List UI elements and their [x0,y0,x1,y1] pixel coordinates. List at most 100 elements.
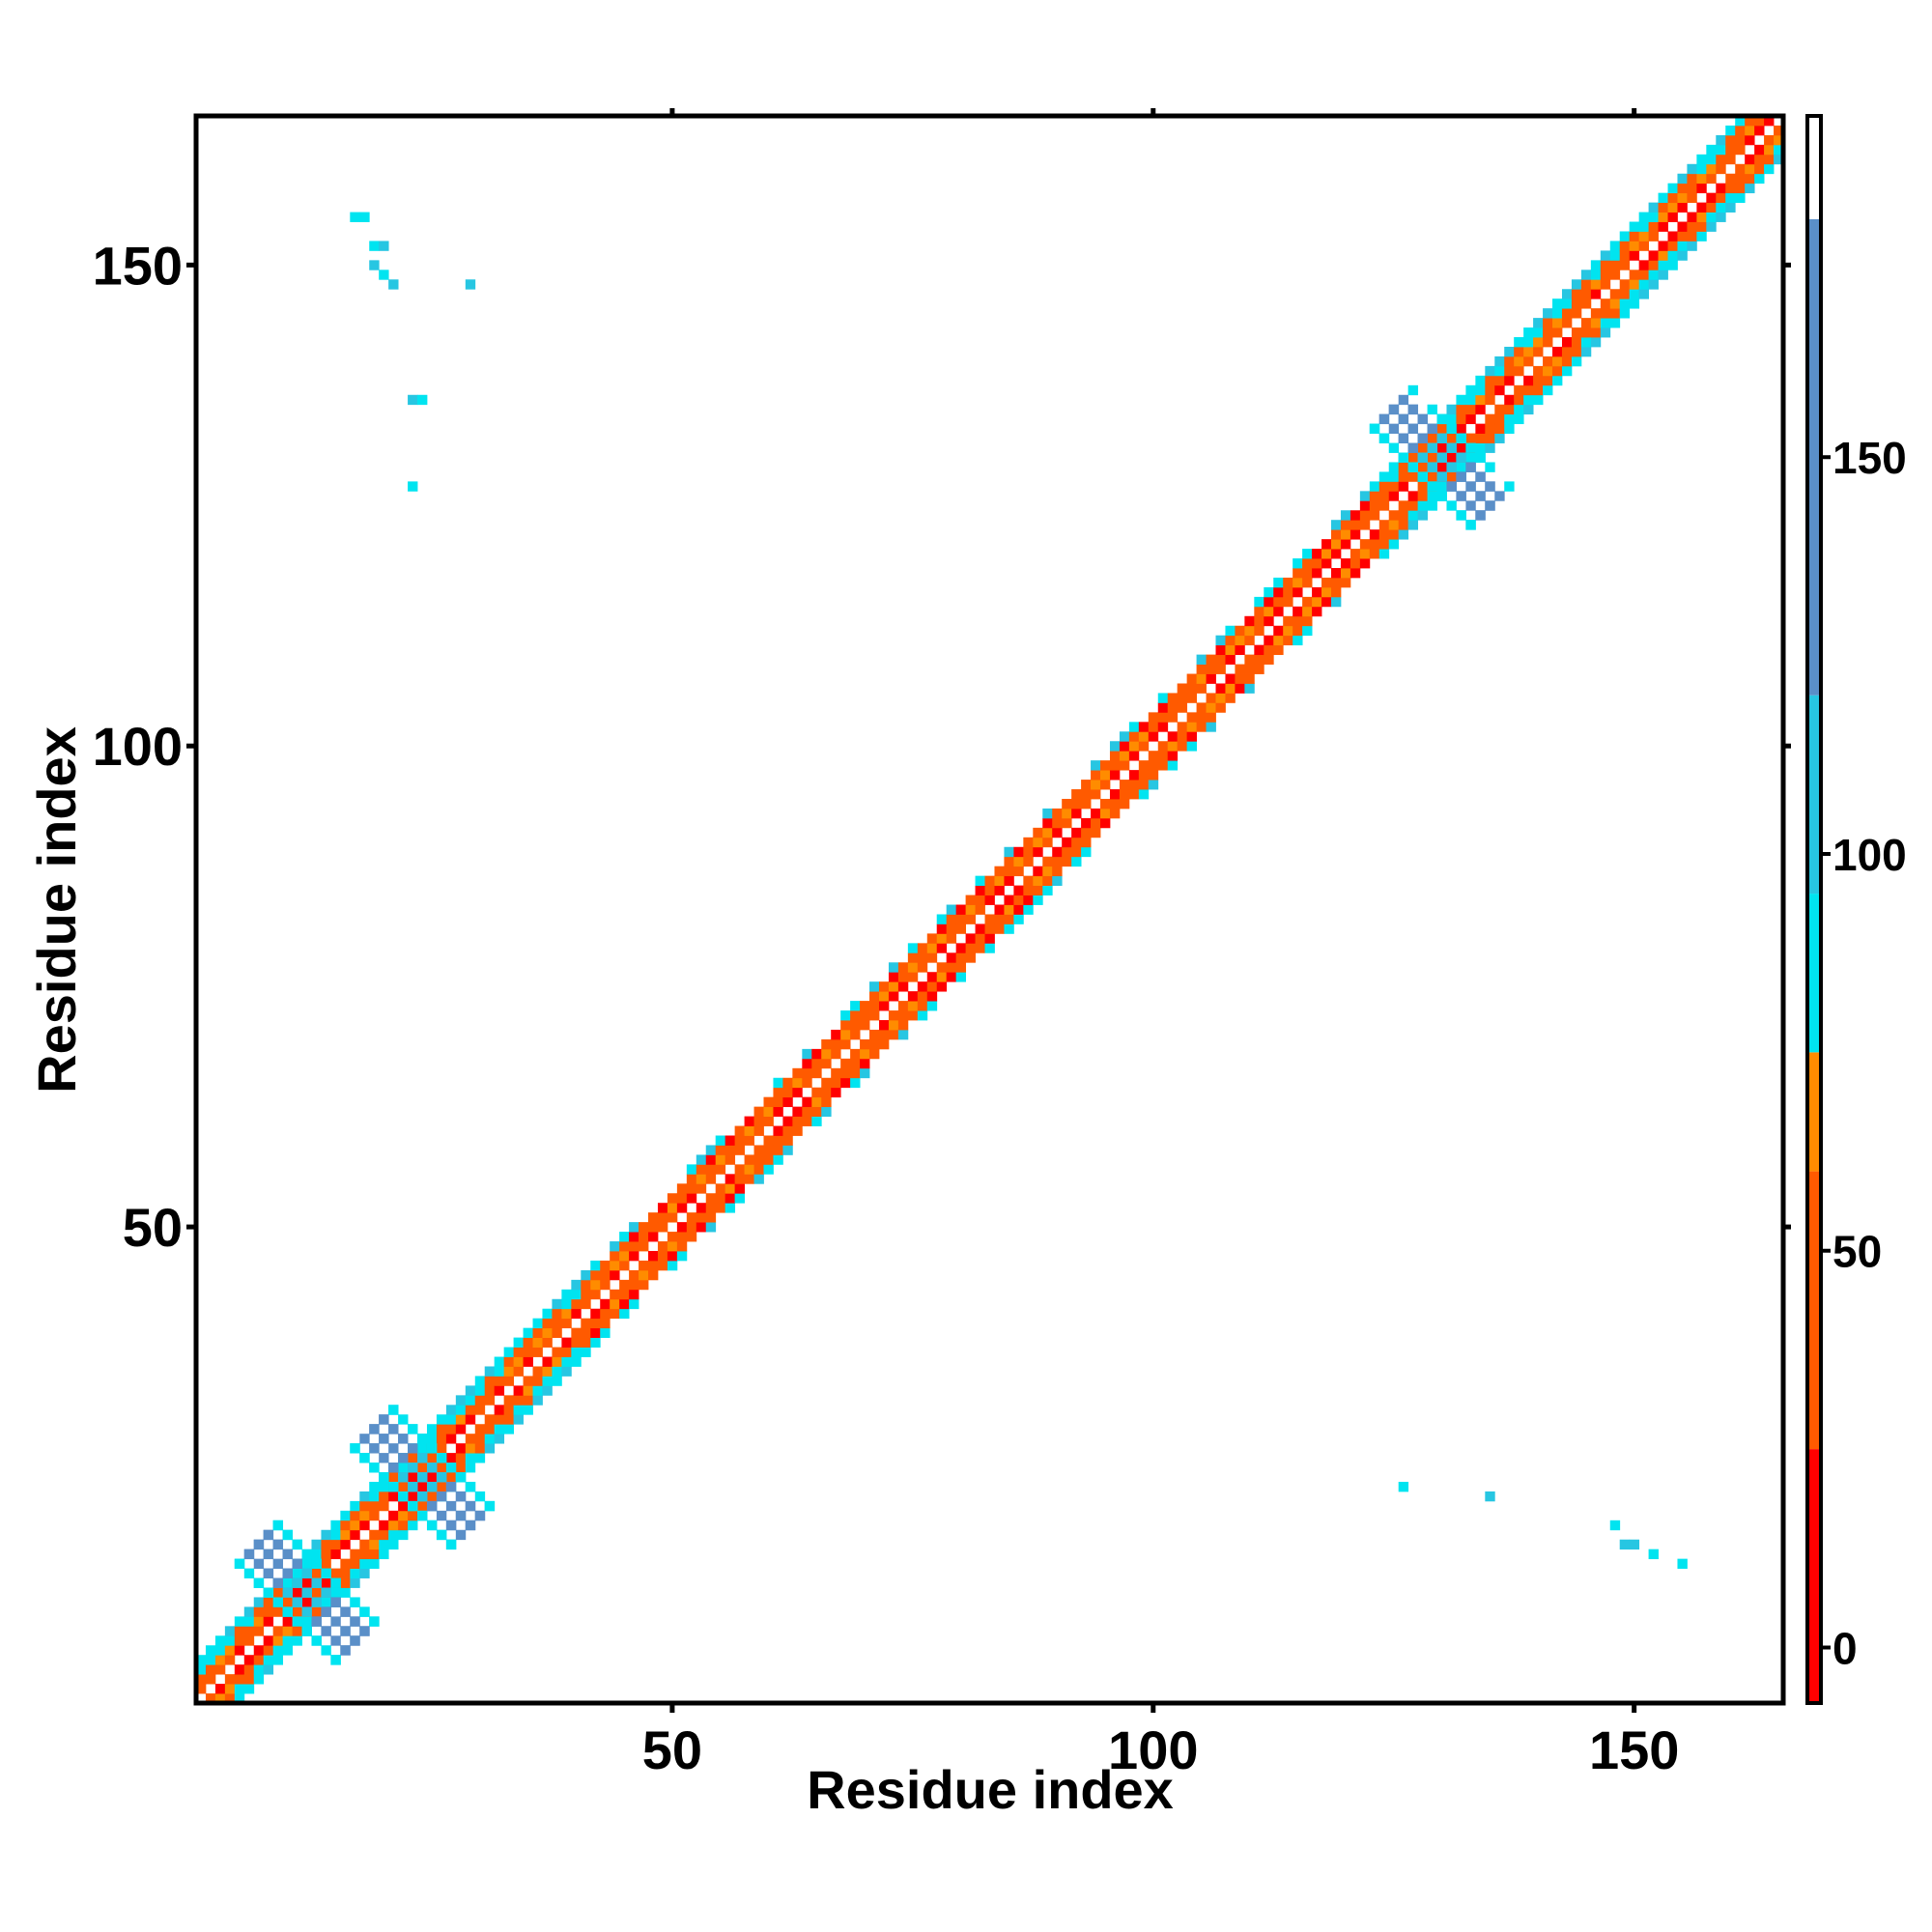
heatmap-cell-922 [1417,462,1428,472]
heatmap-cell-355 [629,1222,639,1233]
heatmap-cell-143 [379,1539,389,1550]
heatmap-cell-305 [571,1327,582,1339]
heatmap-cell-383 [676,1232,688,1242]
heatmap-cell-830 [1293,558,1303,569]
heatmap-cell-443 [753,1106,764,1117]
heatmap-cell-487 [821,1096,832,1108]
heatmap-cell-537 [888,991,899,1002]
heatmap-cell-1137 [1677,221,1688,232]
heatmap-cell-1210 [1774,134,1784,146]
heatmap-cell-1502 [388,279,399,290]
heatmap-cell-837 [1302,558,1313,569]
heatmap-cell-353 [629,1241,639,1252]
heatmap-cell-1500 [369,260,380,270]
heatmap-cell-330 [600,1279,611,1291]
heatmap-cell-1510 [1619,1539,1631,1550]
heatmap-cell-193 [436,1463,447,1473]
heatmap-cell-565 [926,972,938,982]
heatmap-cell-714 [1138,789,1150,800]
heatmap-cell-996 [1504,355,1515,367]
heatmap-cell-37 [243,1606,255,1617]
heatmap-cell-1121 [1658,241,1668,251]
heatmap-cell-1180 [1725,134,1736,146]
heatmap-cell-1158 [1706,221,1717,232]
heatmap-cell-1294 [359,1606,370,1617]
heatmap-cell-210 [455,1424,467,1435]
heatmap-cell-767 [1206,664,1216,674]
heatmap-cell-1144 [1687,221,1697,232]
heatmap-cell-1165 [1706,144,1717,156]
heatmap-cell-472 [802,1116,812,1126]
heatmap-cell-1454 [1427,481,1437,492]
heatmap-cell-853 [1330,577,1342,588]
heatmap-cell-612 [994,904,1005,915]
heatmap-cell-1027 [1543,327,1553,338]
heatmap-cell-701 [1119,789,1130,800]
heatmap-cell-1056 [1580,327,1592,338]
heatmap-cell-64 [282,1626,293,1636]
heatmap-cell-306 [571,1308,582,1320]
heatmap-cell-1447 [1427,462,1437,472]
heatmap-cell-1482 [1465,500,1476,511]
heatmap-cell-447 [763,1135,774,1146]
heatmap-cell-1080 [1609,298,1621,309]
heatmap-cell-483 [811,1067,822,1079]
heatmap-cell-327 [600,1318,611,1329]
heatmap-cell-1088 [1619,289,1631,299]
heatmap-cell-1093 [1619,231,1631,242]
heatmap-cell-26 [234,1645,245,1656]
heatmap-cell-453 [773,1135,783,1146]
heatmap-cell-146 [379,1500,389,1512]
heatmap-cell-1389 [379,1434,389,1444]
heatmap-cell-973 [1475,375,1486,386]
heatmap-cell-959 [1465,452,1476,463]
heatmap-cell-1286 [321,1645,331,1656]
heatmap-cell-609 [984,875,995,887]
heatmap-cell-692 [1100,760,1111,771]
colorbar-tick-label-150: 150 [1833,433,1907,483]
heatmap-cell-1269 [263,1587,274,1598]
heatmap-cell-1323 [474,1491,486,1502]
heatmap-cell-324 [590,1269,601,1281]
heatmap-cell-1034 [1552,327,1563,338]
heatmap-cell-1020 [1533,327,1544,338]
heatmap-cell-290 [552,1327,562,1339]
heatmap-cell-188 [426,1434,438,1444]
heatmap-cell-65 [282,1616,293,1627]
heatmap-cell-460 [782,1135,793,1146]
heatmap-cell-567 [926,943,938,953]
heatmap-cell-334 [610,1298,620,1310]
heatmap-cell-930 [1427,452,1437,463]
heatmap-cell-1174 [1725,202,1736,213]
heatmap-cell-1267 [311,1558,322,1569]
heatmap-cell-1148 [1687,173,1697,185]
heatmap-cell-999 [1514,404,1524,415]
heatmap-cell-1051 [1571,298,1582,309]
heatmap-cell-303 [571,1347,582,1357]
heatmap-cell-1386 [445,1520,457,1531]
heatmap-cell-586 [955,943,967,953]
heatmap-cell-1146 [1687,192,1697,204]
heatmap-cell-281 [542,1356,553,1367]
heatmap-cell-955 [1456,413,1466,425]
heatmap-cell-358 [639,1260,649,1271]
heatmap-cell-1068 [1590,270,1602,280]
heatmap-cell-1002 [1514,365,1524,377]
heatmap-cell-773 [1215,654,1226,665]
heatmap-cell-189 [426,1424,438,1435]
heatmap-cell-946 [1446,433,1457,443]
heatmap-cell-161 [398,1500,409,1512]
heatmap-cell-1006 [1523,404,1534,415]
heatmap-cell-474 [802,1096,812,1108]
heatmap-cell-710 [1128,751,1140,761]
heatmap-cell-1081 [1609,289,1621,299]
heatmap-cell-420 [724,1174,736,1184]
heatmap-cell-605 [984,923,995,934]
heatmap-cell-761 [1196,654,1207,665]
heatmap-cell-212 [455,1405,467,1415]
heatmap-cell-3 [196,1655,207,1665]
heatmap-cell-511 [850,1020,861,1031]
heatmap-cell-1106 [1638,241,1649,251]
heatmap-cell-469 [792,1087,803,1098]
heatmap-cell-654 [1052,866,1063,877]
